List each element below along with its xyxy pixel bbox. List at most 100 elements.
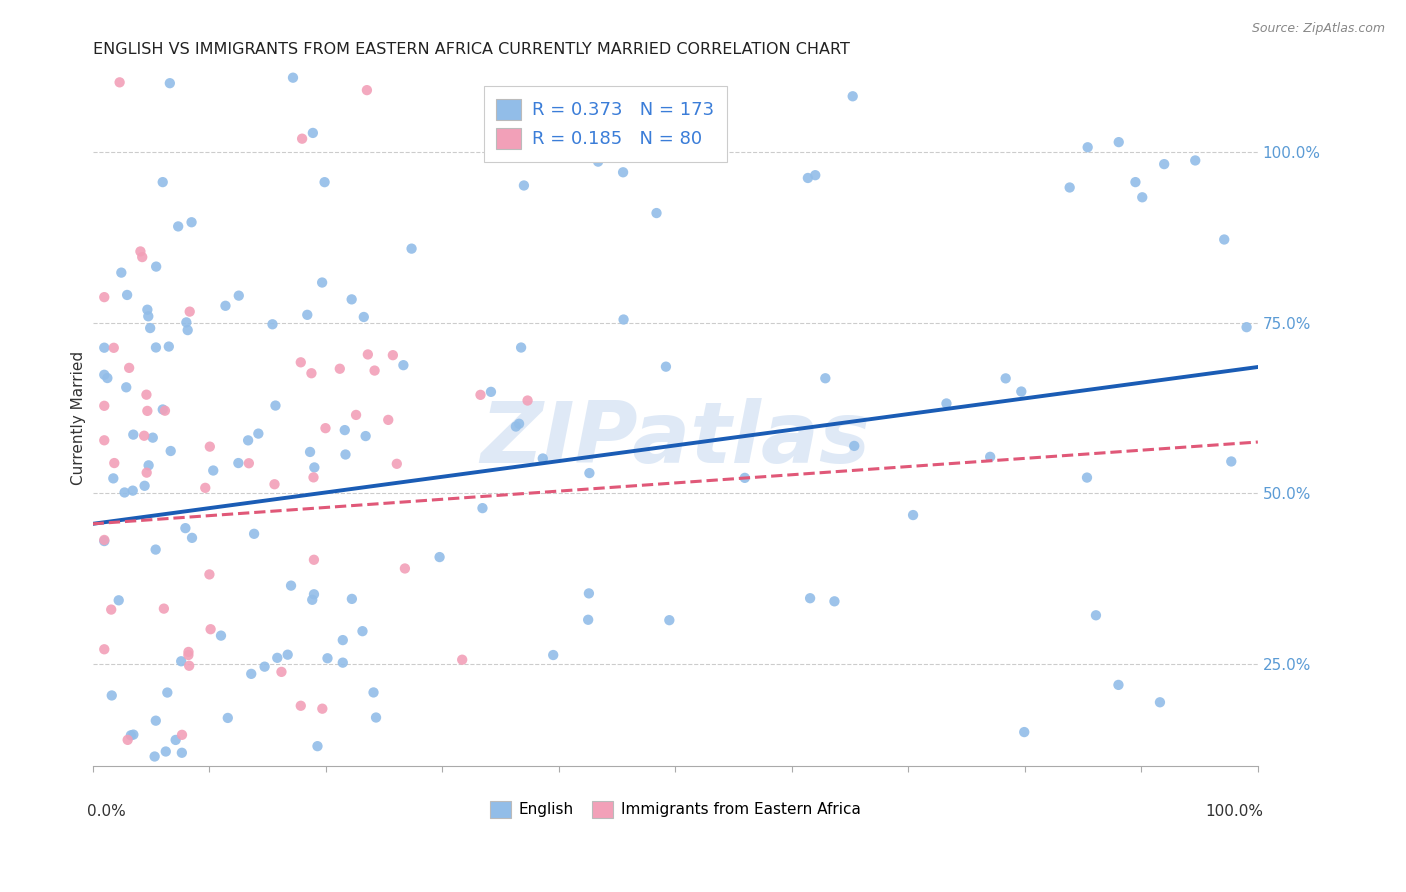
Point [1184,153,1206,168]
Point [799,591,821,606]
Point [281,70,304,85]
Point [179,658,201,673]
Point [471,0,494,13]
Point [371,54,394,68]
Point [797,171,820,186]
Point [308,776,330,790]
Point [314,421,336,435]
Point [363,363,385,377]
Point [307,739,329,754]
Point [202,463,225,477]
Point [228,456,250,470]
Point [180,215,202,229]
Point [364,710,387,724]
Point [114,485,136,500]
Point [385,457,408,471]
Point [97,766,120,780]
Point [302,470,325,484]
Point [1012,725,1035,739]
Point [117,732,139,747]
Point [145,260,167,274]
Point [93,434,115,448]
Point [1108,135,1130,149]
Point [135,387,157,401]
Point [1220,454,1243,468]
Point [240,666,263,681]
Point [153,601,176,615]
Point [107,593,129,607]
Point [100,689,122,703]
Point [298,0,321,8]
Point [280,579,302,593]
Point [1059,180,1081,194]
Point [621,146,644,161]
Point [93,290,115,304]
Point [467,784,489,798]
Point [342,787,364,801]
Point [101,785,124,799]
Point [270,665,292,679]
Point [143,749,166,764]
Point [145,542,167,557]
Point [513,178,536,193]
Point [243,861,266,875]
Point [1130,190,1153,204]
Point [994,371,1017,385]
Point [122,728,145,742]
Point [314,175,336,189]
Point [136,404,159,418]
Point [356,83,378,97]
Point [979,450,1001,464]
Point [159,76,181,90]
Point [1213,233,1236,247]
Point [841,89,863,103]
Point [198,567,221,582]
Point [174,521,197,535]
Point [120,728,142,742]
Text: ENGLISH VS IMMIGRANTS FROM EASTERN AFRICA CURRENTLY MARRIED CORRELATION CHART: ENGLISH VS IMMIGRANTS FROM EASTERN AFRIC… [93,42,849,57]
Point [332,656,354,670]
Point [363,685,385,699]
Point [160,871,183,885]
Point [100,784,122,798]
Point [644,800,666,814]
Point [155,744,177,758]
Point [108,75,131,89]
Point [302,553,325,567]
Point [115,288,138,302]
Point [118,360,141,375]
Point [162,800,184,814]
Point [93,368,115,382]
Point [177,645,200,659]
Point [93,533,115,547]
Point [145,714,167,728]
Point [93,341,115,355]
Point [290,698,312,713]
Point [290,355,312,369]
Point [392,358,415,372]
Point [471,501,494,516]
Point [105,765,128,780]
Point [135,466,157,480]
Point [170,654,193,668]
Point [586,154,609,169]
Point [1236,320,1258,334]
Point [104,820,127,834]
Point [110,266,132,280]
Point [329,361,352,376]
Point [170,728,193,742]
Point [353,310,375,324]
Point [93,642,115,657]
Point [541,648,564,662]
Point [479,384,502,399]
Point [354,429,377,443]
Point [576,613,599,627]
Point [510,341,533,355]
Point [121,483,143,498]
Point [239,885,262,892]
Point [176,323,198,337]
Y-axis label: Currently Married: Currently Married [72,351,86,485]
Point [291,131,314,145]
Point [304,460,326,475]
Point [253,659,276,673]
